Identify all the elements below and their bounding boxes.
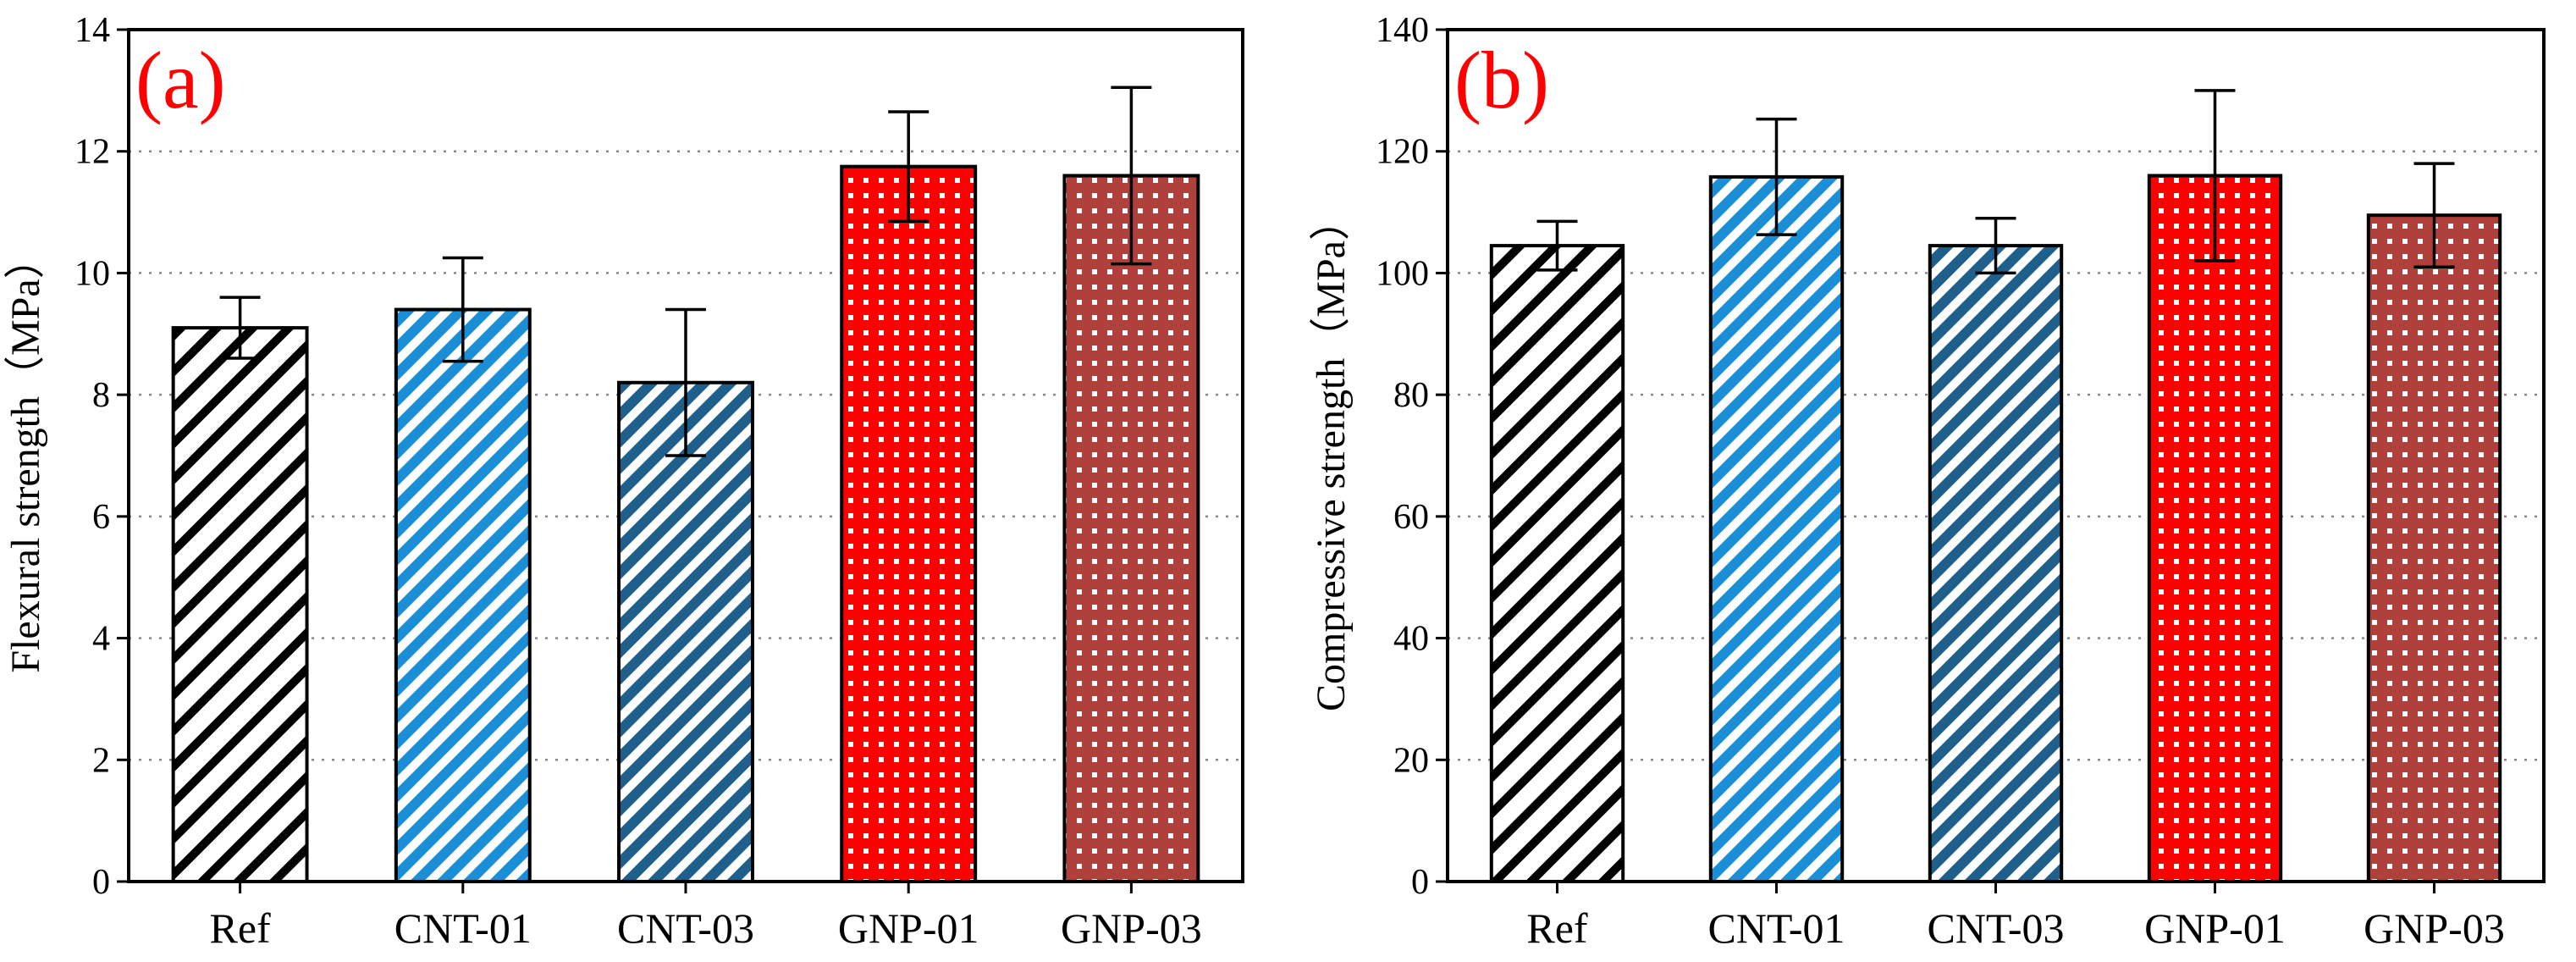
- x-tick-label: GNP-03: [1061, 904, 1202, 952]
- bar-ref: [1489, 244, 1625, 884]
- y-tick-label: 12: [74, 133, 110, 172]
- bar-ref: [171, 326, 309, 884]
- x-tick-label: CNT-03: [617, 904, 754, 952]
- compressive-strength-chart: Ref CNT-01 CNT-03 GNP-01 GNP-03 0 20 40 60 80 100 1…: [1309, 11, 2546, 952]
- plot-frame: [1446, 28, 2546, 883]
- x-tick-label: GNP-03: [2364, 904, 2505, 952]
- bar-cnt-03: [617, 380, 754, 883]
- y-tick-label: 60: [1393, 498, 1429, 537]
- y-tick-label: 100: [1376, 254, 1429, 293]
- plot-frame: [127, 28, 1244, 883]
- y-tick-label: 80: [1393, 376, 1429, 415]
- x-tick-label: CNT-01: [394, 904, 532, 952]
- x-tick-label: GNP-01: [2144, 904, 2286, 952]
- y-axis-title: Flexural strength（MPa）: [3, 238, 48, 672]
- x-tick-label: Ref: [209, 904, 271, 952]
- y-tick-label: 10: [74, 254, 110, 293]
- bar-cnt-03: [1928, 244, 2064, 884]
- y-tick-label: 2: [92, 741, 110, 780]
- x-tick-label: GNP-01: [838, 904, 979, 952]
- x-tick-label: CNT-01: [1707, 904, 1845, 952]
- bar-gnp-03: [2366, 213, 2502, 883]
- y-tick-label: 6: [92, 498, 110, 537]
- y-tick-label: 4: [92, 620, 110, 659]
- y-tick-label: 140: [1376, 11, 1429, 50]
- y-tick-label: 14: [74, 11, 110, 50]
- bar-gnp-01: [840, 164, 978, 883]
- y-tick-label: 120: [1376, 133, 1429, 172]
- bar-gnp-03: [1062, 174, 1200, 883]
- y-tick-label: 0: [1411, 863, 1429, 902]
- bar-gnp-01: [2147, 174, 2283, 883]
- y-tick-label: 40: [1393, 620, 1429, 659]
- bar-cnt-01: [394, 307, 532, 883]
- y-tick-label: 8: [92, 376, 110, 415]
- bar-cnt-01: [1708, 174, 1845, 883]
- panel-label: (b): [1454, 35, 1549, 125]
- y-tick-label: 20: [1393, 741, 1429, 780]
- x-tick-label: Ref: [1526, 904, 1588, 952]
- y-tick-label: 0: [92, 863, 110, 902]
- y-axis-title: Compressive strength（MPa）: [1309, 200, 1354, 711]
- flexural-strength-chart: Ref CNT-01 CNT-03 GNP-01 GNP-03 0 2 4 6 8 10 12 14 Fl…: [3, 11, 1244, 952]
- x-tick-label: CNT-03: [1927, 904, 2064, 952]
- panel-label: (a): [135, 35, 226, 125]
